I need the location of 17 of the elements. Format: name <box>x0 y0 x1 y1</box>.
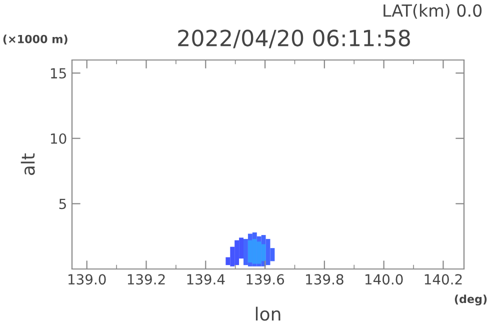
y-tick-label: 10 <box>50 133 66 144</box>
text: (deg) <box>454 294 487 306</box>
chart-title: 2022/04/20 06:11:58 <box>178 30 410 48</box>
y-tick-label: 5 <box>59 198 66 210</box>
x-tick-label: 139.2 <box>128 274 165 285</box>
y-axis-title: alt <box>20 153 35 175</box>
x-axis-title: lon <box>256 306 280 321</box>
x-tick-label: 139.6 <box>246 274 284 285</box>
x-tick-label: 140.2 <box>424 274 462 285</box>
bar <box>261 244 266 262</box>
y-tick-label: 15 <box>50 68 66 79</box>
x-tick-label: 140.0 <box>365 274 403 285</box>
chart-subtitle: LAT(km) 0.0 <box>384 4 482 19</box>
x-tick-label: 139.8 <box>306 274 344 285</box>
x-tick-label: 139.4 <box>187 274 225 285</box>
text: (×1000 m) <box>3 34 68 45</box>
x-tick-label: 139.0 <box>68 274 106 285</box>
